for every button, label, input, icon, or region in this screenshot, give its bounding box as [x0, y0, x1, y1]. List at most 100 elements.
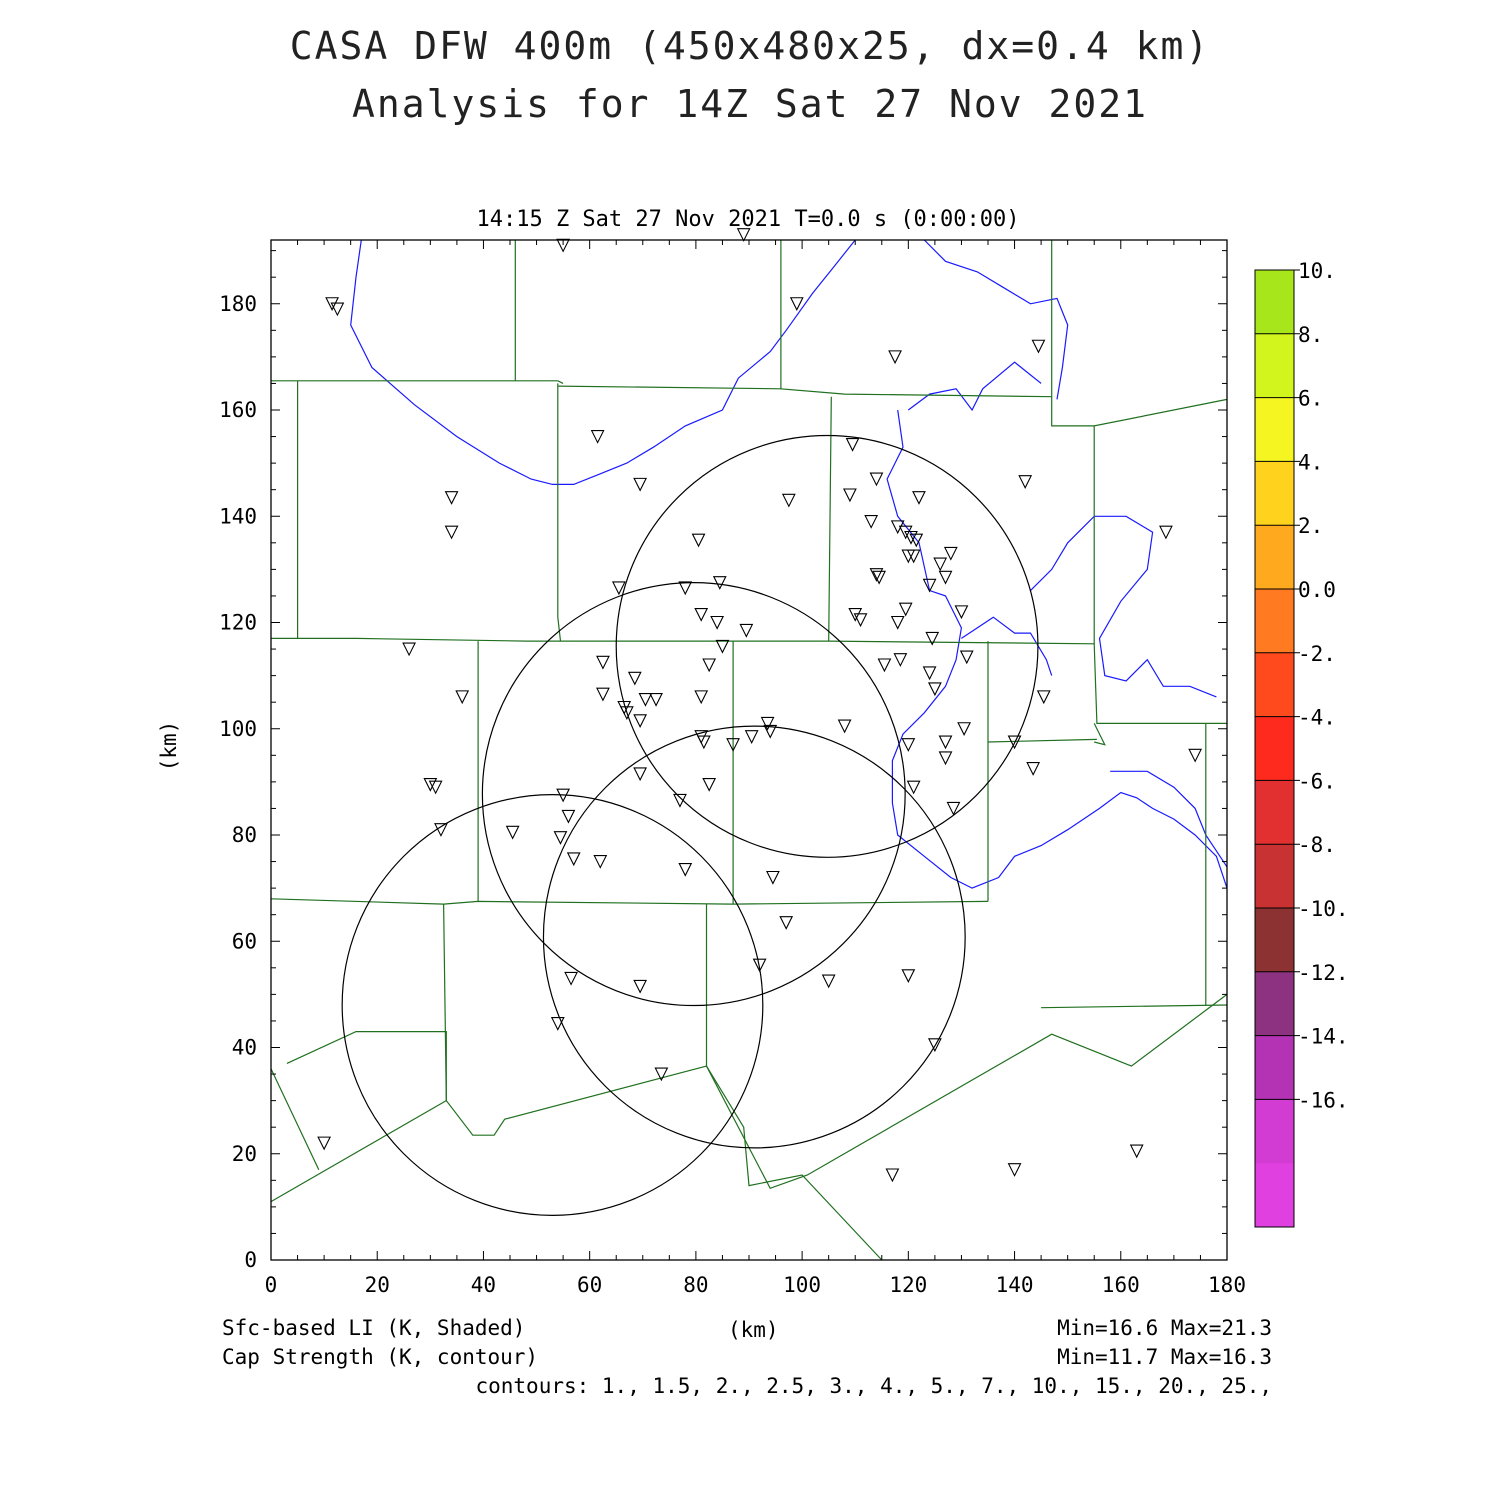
station-marker: [590, 430, 605, 444]
station-marker: [736, 228, 751, 242]
y-tick-label: 160: [219, 398, 257, 422]
station-markers: [317, 228, 1203, 1183]
water-outline: [923, 239, 1069, 400]
station-marker: [922, 578, 937, 593]
station-marker: [611, 581, 626, 596]
colorbar-label: 6.: [1298, 387, 1323, 411]
y-tick-label: 60: [232, 929, 257, 953]
station-marker: [789, 297, 804, 311]
water-outline: [1030, 515, 1217, 698]
colorbar-swatch: [1255, 1099, 1294, 1164]
radar-range-rings: [341, 434, 1039, 1216]
colorbar-swatch: [1255, 397, 1294, 462]
water-outline: [907, 361, 1042, 412]
station-marker: [821, 974, 836, 989]
county-line: [780, 240, 1053, 398]
station-marker: [702, 777, 717, 792]
station-marker: [423, 777, 438, 792]
station-marker: [890, 615, 905, 630]
station-marker: [1018, 475, 1033, 489]
station-marker: [556, 238, 571, 253]
station-marker: [927, 682, 942, 697]
station-marker: [1036, 690, 1051, 705]
radar-ring: [615, 434, 1039, 858]
station-marker: [553, 831, 568, 845]
water-outline: [350, 239, 856, 485]
station-marker: [710, 615, 725, 630]
colorbar-swatch: [1255, 844, 1294, 909]
station-marker: [550, 1017, 565, 1031]
station-marker: [938, 735, 953, 750]
station-marker: [505, 825, 520, 840]
field-label-shaded: Sfc-based LI (K, Shaded): [222, 1316, 526, 1340]
station-marker: [678, 862, 693, 877]
station-marker: [627, 671, 642, 686]
county-line: [286, 993, 1228, 1190]
station-marker: [619, 706, 634, 721]
station-marker: [890, 520, 905, 535]
water-outline: [961, 616, 1053, 676]
station-marker: [901, 969, 916, 984]
station-marker: [957, 722, 971, 736]
station-marker: [1007, 735, 1022, 750]
station-marker: [922, 666, 937, 681]
station-marker: [843, 488, 857, 503]
station-marker: [1188, 748, 1203, 763]
station-marker: [596, 687, 610, 702]
county-line: [705, 1065, 883, 1261]
station-marker: [434, 823, 448, 837]
station-marker: [325, 297, 339, 311]
station-marker: [864, 515, 879, 529]
station-marker: [933, 557, 948, 572]
station-marker: [444, 491, 459, 505]
station-marker: [633, 477, 648, 492]
station-marker: [673, 793, 687, 808]
colorbar-label: -4.: [1298, 706, 1336, 730]
county-line: [1093, 723, 1106, 746]
colorbar-label: -8.: [1298, 833, 1336, 857]
station-marker: [694, 690, 709, 705]
station-marker: [712, 576, 727, 590]
water-outline: [1110, 770, 1228, 868]
station-marker: [912, 491, 926, 505]
colorbar-swatch: [1255, 780, 1294, 845]
station-marker: [766, 870, 780, 885]
valid-time-subtitle: 14:15 Z Sat 27 Nov 2021 T=0.0 s (0:00:00…: [476, 207, 1019, 232]
station-marker: [906, 549, 921, 564]
station-marker: [872, 570, 887, 585]
station-marker: [938, 751, 953, 766]
station-marker: [696, 735, 711, 750]
station-marker: [739, 623, 754, 638]
station-marker: [744, 730, 759, 744]
y-tick-label: 180: [219, 292, 257, 316]
contour-levels: contours: 1., 1.5, 2., 2.5, 3., 4., 5., …: [475, 1374, 1272, 1398]
station-marker: [1026, 762, 1041, 776]
station-marker: [904, 530, 918, 545]
station-marker: [638, 692, 653, 707]
colorbar-label: 10.: [1298, 259, 1336, 283]
x-tick-label: 100: [783, 1273, 821, 1297]
colorbar-swatch: [1255, 908, 1294, 973]
station-marker: [633, 979, 648, 994]
station-marker: [654, 1067, 669, 1082]
colorbar-label: -14.: [1298, 1025, 1349, 1049]
station-marker: [885, 1168, 900, 1183]
station-marker: [898, 525, 913, 540]
colorbar-swatch: [1255, 971, 1294, 1037]
station-marker: [649, 692, 663, 707]
station-marker: [1129, 1144, 1144, 1159]
colorbar-swatch: [1255, 333, 1294, 399]
station-marker: [633, 714, 648, 729]
county-line: [271, 637, 1095, 645]
station-marker: [763, 724, 778, 739]
station-marker: [317, 1136, 332, 1151]
station-marker: [927, 1038, 942, 1053]
station-marker: [938, 570, 953, 585]
station-marker: [837, 719, 852, 734]
county-line: [557, 383, 562, 642]
radar-ring: [542, 725, 966, 1149]
station-marker: [455, 690, 470, 705]
station-marker: [564, 971, 578, 986]
colorbar-label: -12.: [1298, 961, 1349, 985]
